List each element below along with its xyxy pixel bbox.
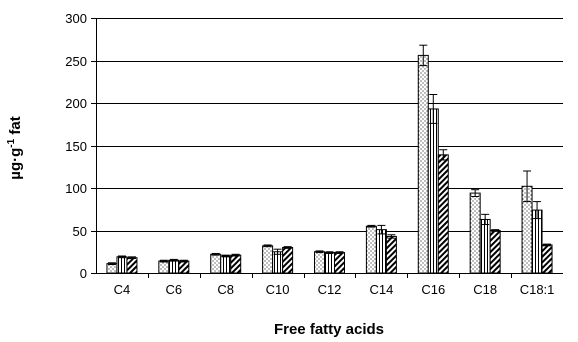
error-bars: [107, 44, 552, 265]
bar-C18-series-1: [469, 192, 481, 274]
y-axis-title-superscript: -1: [6, 138, 17, 147]
bar-C6-series-1: [158, 260, 170, 274]
bar-C18-series-3: [489, 230, 501, 274]
bar-C16-series-1: [417, 54, 429, 274]
error-bar-C6-series-1: [159, 259, 168, 263]
bar-C12-series-3: [334, 252, 345, 274]
x-tick-labels: C4 C6 C8 C10 C12 C14 C16 C18 C18:1: [114, 282, 555, 297]
bar-C10-series-3: [282, 247, 294, 274]
error-bar-C4-series-1: [107, 262, 116, 265]
error-bar-C10-series-1: [263, 244, 272, 248]
y-tick-label: 250: [65, 54, 87, 69]
y-tick-label: 100: [65, 181, 87, 196]
error-bar-C4-series-3: [127, 256, 136, 260]
error-bar-C4-series-2: [117, 255, 126, 259]
bar-C8-series-2: [220, 255, 232, 274]
error-bar-C6-series-3: [179, 259, 188, 263]
bar-C14-series-1: [365, 225, 377, 274]
x-tick-label: C4: [114, 282, 131, 297]
y-tick-label: 200: [65, 96, 87, 111]
x-tick-label: C18: [473, 282, 497, 297]
error-bar-C10-series-3: [283, 246, 292, 249]
error-bar-C14-series-2: [377, 224, 386, 235]
error-bar-C16-series-1: [419, 44, 428, 67]
error-bar-C18:1-series-2: [533, 201, 542, 220]
bar-C12-series-2: [324, 252, 335, 274]
bar-C14-series-3: [385, 235, 397, 274]
y-tick-labels: 0 50 100 150 200 250 300: [65, 11, 87, 281]
y-axis-title-rest: fat: [7, 116, 24, 139]
error-bar-C8-series-2: [221, 254, 230, 258]
y-tick-label: 0: [80, 266, 87, 281]
bar-C10-series-2: [272, 251, 284, 274]
y-tick-label: 150: [65, 139, 87, 154]
y-tick-label: 50: [73, 224, 87, 239]
x-tick-label: C8: [217, 282, 234, 297]
x-tick-label: C14: [369, 282, 393, 297]
error-bar-C14-series-1: [367, 224, 376, 228]
bar-C18:1-series-2: [531, 209, 543, 274]
error-bar-C18-series-3: [491, 229, 500, 232]
x-tick-label: C10: [266, 282, 290, 297]
x-axis-title: Free fatty acids: [274, 321, 384, 338]
bar-C12-series-1: [314, 251, 325, 274]
error-bar-C6-series-2: [169, 258, 178, 262]
bars: [106, 54, 553, 274]
error-bar-C14-series-3: [387, 234, 396, 239]
error-bar-C10-series-2: [273, 248, 282, 255]
error-bar-C18:1-series-1: [523, 170, 532, 203]
error-bar-C18-series-2: [481, 213, 490, 226]
bar-C18:1-series-3: [541, 244, 553, 274]
bar-C4-series-2: [116, 256, 128, 274]
bar-C18-series-2: [479, 218, 491, 274]
bar-C6-series-2: [168, 259, 180, 274]
error-bar-C12-series-2: [325, 251, 334, 254]
bar-C8-series-3: [230, 254, 242, 274]
bar-C6-series-3: [178, 260, 190, 274]
bar-C10-series-1: [262, 245, 274, 274]
x-tick-label: C18:1: [520, 282, 555, 297]
error-bar-C16-series-3: [439, 149, 448, 161]
error-bar-C12-series-3: [335, 251, 344, 254]
error-bar-C16-series-2: [429, 94, 438, 124]
bar-C16-series-2: [427, 108, 439, 274]
y-tick-label: 300: [65, 11, 87, 26]
error-bar-C18:1-series-3: [543, 243, 552, 247]
gridlines: [96, 18, 563, 232]
y-axis-title-base: µg·g: [7, 148, 24, 180]
y-axis-title: µg·g-1 fat: [6, 116, 24, 179]
x-tick-label: C12: [318, 282, 342, 297]
x-tick-label: C16: [421, 282, 445, 297]
error-bar-C8-series-3: [231, 253, 240, 257]
bar-C16-series-3: [437, 154, 449, 274]
error-bar-C8-series-1: [211, 252, 220, 256]
bar-C4-series-3: [126, 257, 138, 274]
error-bar-C12-series-1: [315, 250, 324, 254]
error-bar-C18-series-1: [471, 189, 480, 197]
x-tick-label: C6: [166, 282, 183, 297]
axes: [91, 18, 563, 278]
bar-C4-series-1: [106, 263, 118, 274]
bar-C14-series-2: [375, 229, 387, 274]
bar-C8-series-1: [210, 253, 222, 274]
